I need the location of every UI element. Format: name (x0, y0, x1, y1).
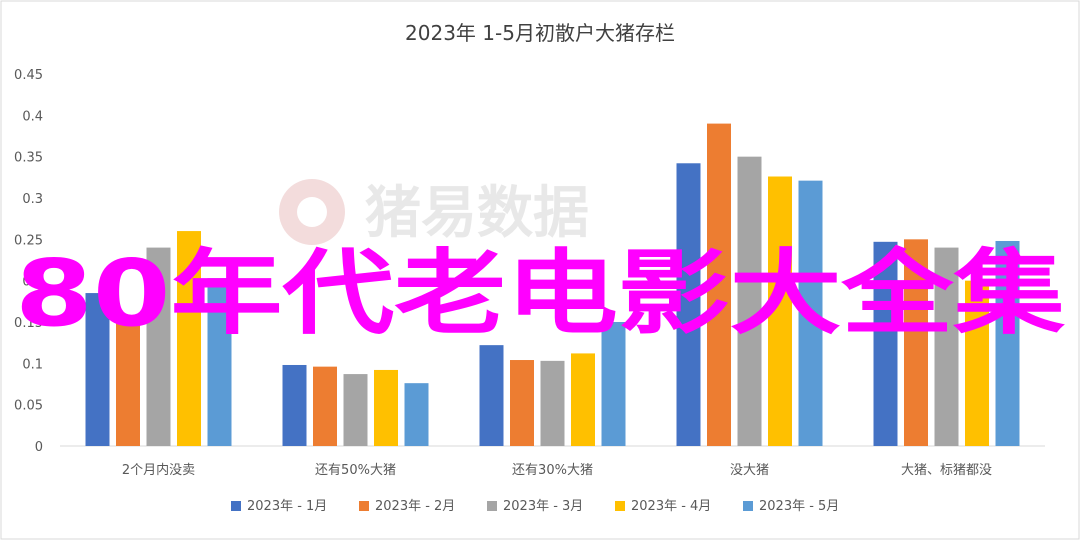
bar-3-3 (540, 360, 565, 446)
y-tick-label: 0.2 (22, 275, 43, 290)
legend-label: 2023年 - 2月 (375, 499, 455, 514)
x-category-label: 大猪、标猪都没 (901, 463, 992, 478)
y-tick-label: 0.05 (14, 399, 43, 414)
bar-5-3 (934, 247, 959, 446)
bar-4-4 (768, 176, 792, 447)
legend-label: 2023年 - 5月 (759, 499, 839, 514)
y-tick-label: 0.1 (22, 357, 43, 372)
legend-swatch (359, 501, 369, 511)
bar-5-2 (904, 239, 928, 446)
x-category-label: 还有50%大猪 (315, 463, 396, 478)
bar-2-5 (404, 383, 429, 446)
bar-1-1 (85, 293, 110, 446)
watermark-text: 猪易数据 (365, 181, 589, 246)
legend-label: 2023年 - 1月 (247, 499, 327, 514)
bar-2-3 (343, 374, 368, 446)
bar-2-2 (313, 366, 337, 446)
bar-3-5 (601, 322, 626, 446)
y-tick-label: 0 (35, 440, 43, 455)
y-tick-label: 0.3 (22, 192, 43, 207)
bar-5-4 (965, 280, 989, 446)
bar-3-4 (571, 353, 595, 446)
watermark-logo-center (297, 197, 327, 227)
y-tick-label: 0.45 (14, 68, 43, 83)
legend-swatch (487, 501, 497, 511)
bar-1-2 (116, 319, 140, 446)
bar-4-5 (798, 180, 823, 446)
bar-3-2 (510, 360, 534, 446)
bar-5-1 (873, 241, 898, 446)
bar-2-4 (374, 369, 398, 446)
y-tick-label: 0.35 (14, 151, 43, 166)
y-tick-label: 0.15 (14, 316, 43, 331)
y-tick-label: 0.4 (22, 109, 43, 124)
bar-3-1 (479, 345, 504, 446)
bar-1-5 (207, 278, 232, 446)
legend-label: 2023年 - 3月 (503, 499, 583, 514)
overlay-text: 80年代老电影大全集 (15, 240, 1065, 347)
bar-5-5 (995, 240, 1020, 446)
bar-4-3 (737, 156, 762, 446)
bar-1-4 (177, 231, 201, 446)
x-category-label: 还有30%大猪 (512, 463, 593, 478)
legend-label: 2023年 - 4月 (631, 499, 711, 514)
bar-1-3 (146, 247, 171, 446)
bar-4-1 (676, 163, 701, 446)
chart-title: 2023年 1-5月初散户大猪存栏 (405, 21, 675, 45)
bar-2-1 (282, 364, 307, 446)
y-tick-label: 0.25 (14, 233, 43, 248)
legend-swatch (231, 501, 241, 511)
legend-swatch (743, 501, 753, 511)
bar-4-2 (707, 123, 731, 446)
x-category-label: 没大猪 (730, 463, 769, 478)
legend-swatch (615, 501, 625, 511)
x-category-label: 2个月内没卖 (122, 462, 195, 478)
